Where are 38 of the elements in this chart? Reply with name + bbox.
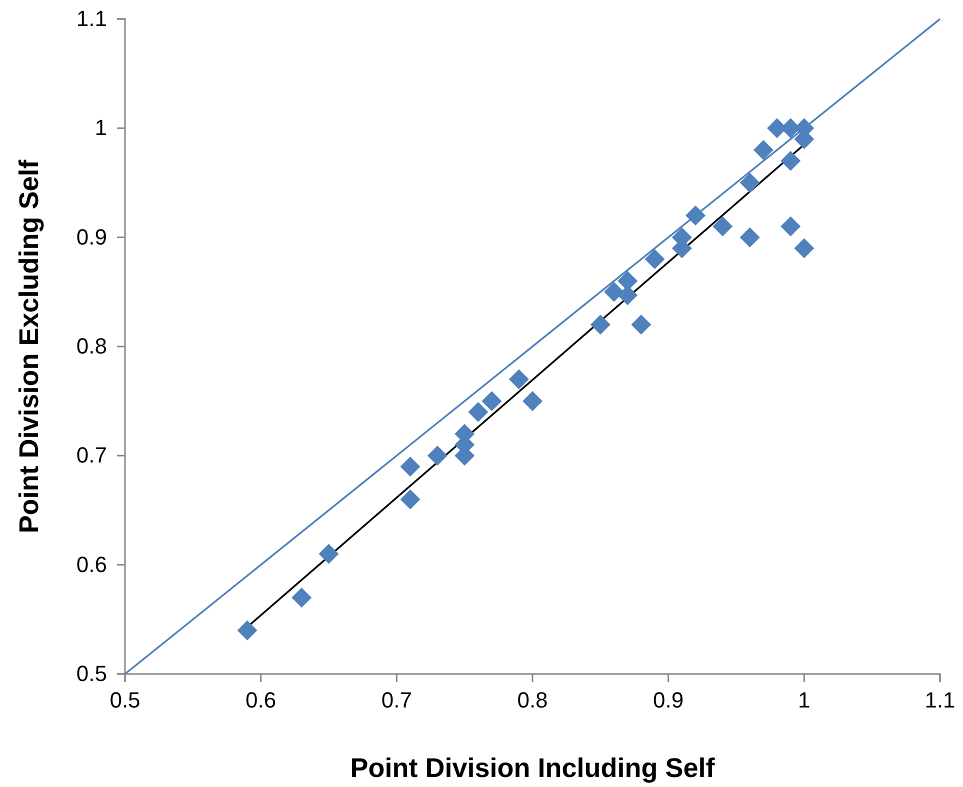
point <box>400 456 420 477</box>
point <box>780 150 801 171</box>
x-tick-label: 0.9 <box>653 688 684 713</box>
y-tick-label: 0.5 <box>76 661 107 686</box>
point <box>644 249 665 270</box>
point <box>522 391 542 412</box>
x-tick-label: 0.5 <box>110 688 140 713</box>
point <box>794 238 814 258</box>
y-tick-label: 1.1 <box>76 6 107 32</box>
x-tick-label: 1.1 <box>924 688 956 713</box>
point <box>740 227 760 248</box>
y-tick-label: 0.7 <box>76 442 107 468</box>
point <box>318 544 339 564</box>
point <box>427 446 448 466</box>
y-tick-label: 1 <box>94 115 107 140</box>
point <box>468 402 488 422</box>
point <box>508 369 529 390</box>
x-tick-label: 0.7 <box>381 688 412 713</box>
y-tick-label: 0.6 <box>76 552 107 577</box>
y-tick-label: 0.9 <box>76 224 107 250</box>
point <box>482 391 502 412</box>
point <box>631 314 652 335</box>
point <box>712 216 733 236</box>
y-axis-title: Point Division Excluding Self <box>14 158 44 534</box>
point <box>604 282 624 302</box>
point <box>400 489 420 510</box>
point <box>780 216 801 236</box>
y-tick-label: 0.8 <box>76 334 107 359</box>
x-tick-label: 0.8 <box>517 688 548 713</box>
point <box>740 172 760 193</box>
point <box>686 206 706 226</box>
x-tick-label: 0.6 <box>246 688 276 713</box>
x-tick-label: 1 <box>798 688 810 713</box>
point <box>237 620 258 640</box>
point <box>753 140 774 160</box>
x-axis-title: Point Division Including Self <box>350 753 716 783</box>
point <box>292 588 312 608</box>
point <box>590 314 610 335</box>
